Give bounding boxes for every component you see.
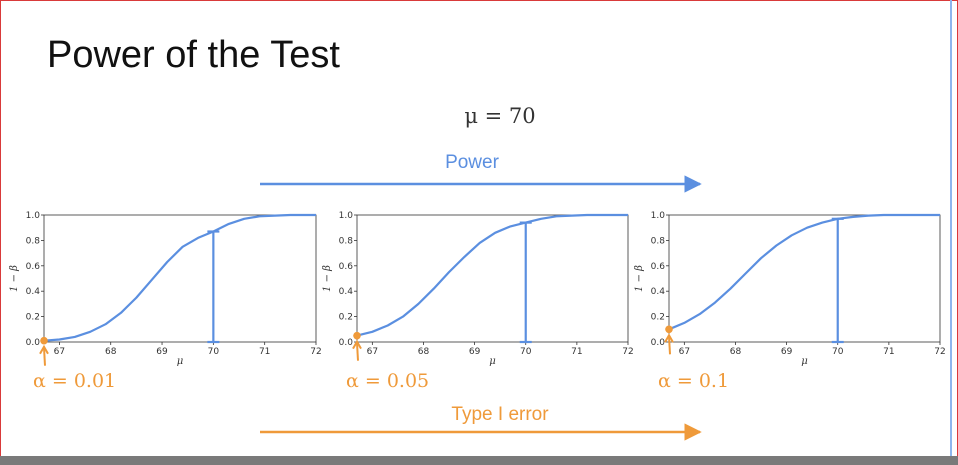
alpha-label: α = 0.1 xyxy=(658,370,729,392)
alpha-arrow-head xyxy=(664,333,674,343)
x-tick-label: 70 xyxy=(520,347,532,357)
x-tick-label: 72 xyxy=(934,347,945,357)
y-tick-label: 0.0 xyxy=(339,338,354,348)
y-tick-label: 0.2 xyxy=(26,313,40,323)
alpha-label: α = 0.05 xyxy=(346,370,429,392)
x-tick-label: 69 xyxy=(781,347,793,357)
y-tick-label: 1.0 xyxy=(651,211,666,221)
x-tick-label: 69 xyxy=(469,347,481,357)
y-tick-label: 0.8 xyxy=(651,236,666,246)
x-tick-label: 67 xyxy=(679,347,690,357)
alpha-arrow-head xyxy=(39,344,49,355)
y-axis-label: 1 − β xyxy=(634,265,645,292)
y-tick-label: 0.6 xyxy=(339,262,354,272)
power-curve-line xyxy=(356,213,628,337)
alpha-label: α = 0.01 xyxy=(33,370,116,392)
x-tick-label: 68 xyxy=(105,347,117,357)
x-tick-label: 68 xyxy=(418,347,430,357)
y-axis-label: 1 − β xyxy=(9,265,20,292)
x-tick-label: 72 xyxy=(622,347,633,357)
x-axis-label: μ xyxy=(801,356,808,367)
x-tick-label: 70 xyxy=(832,347,844,357)
plot-frame xyxy=(356,214,629,343)
y-tick-label: 0.4 xyxy=(339,287,354,297)
x-axis-label: μ xyxy=(489,356,496,367)
mu-label: μ = 70 xyxy=(464,104,536,128)
power-curve-line xyxy=(668,213,940,331)
y-tick-label: 1.0 xyxy=(26,211,41,221)
alpha-point xyxy=(353,331,361,340)
alpha-arrow-shaft xyxy=(668,336,671,355)
y-tick-label: 0.2 xyxy=(651,313,665,323)
plot-frame xyxy=(43,214,317,343)
alpha-arrow-head xyxy=(352,339,362,350)
alpha-point xyxy=(665,325,673,334)
x-tick-label: 71 xyxy=(259,347,270,357)
x-tick-label: 67 xyxy=(54,347,65,357)
y-tick-label: 0.0 xyxy=(26,338,41,348)
x-tick-label: 71 xyxy=(571,347,582,357)
x-tick-label: 72 xyxy=(310,347,321,357)
slide-title: Power of the Test xyxy=(47,34,340,76)
y-tick-label: 0.2 xyxy=(339,313,353,323)
y-tick-label: 0.6 xyxy=(26,262,41,272)
y-tick-label: 0.0 xyxy=(651,338,666,348)
power-curve-line xyxy=(43,213,316,342)
bottom-edge-bar xyxy=(0,456,958,465)
y-tick-label: 1.0 xyxy=(339,211,354,221)
y-tick-label: 0.4 xyxy=(26,287,41,297)
right-edge-bar xyxy=(950,0,952,465)
alpha-arrow-shaft xyxy=(356,342,359,361)
x-tick-label: 69 xyxy=(156,347,168,357)
x-tick-label: 67 xyxy=(367,347,378,357)
power-label: Power xyxy=(445,152,499,173)
x-tick-label: 68 xyxy=(730,347,742,357)
y-tick-label: 0.8 xyxy=(339,236,354,246)
y-tick-label: 0.4 xyxy=(651,287,666,297)
alpha-point xyxy=(40,336,48,345)
alpha-arrow-shaft xyxy=(43,347,46,366)
x-tick-label: 71 xyxy=(883,347,894,357)
type-one-error-label: Type I error xyxy=(451,404,549,425)
x-axis-label: μ xyxy=(177,356,184,367)
y-tick-label: 0.6 xyxy=(651,262,666,272)
x-tick-label: 70 xyxy=(208,347,220,357)
plot-frame xyxy=(668,214,941,343)
y-axis-label: 1 − β xyxy=(322,265,333,292)
y-tick-label: 0.8 xyxy=(26,236,41,246)
